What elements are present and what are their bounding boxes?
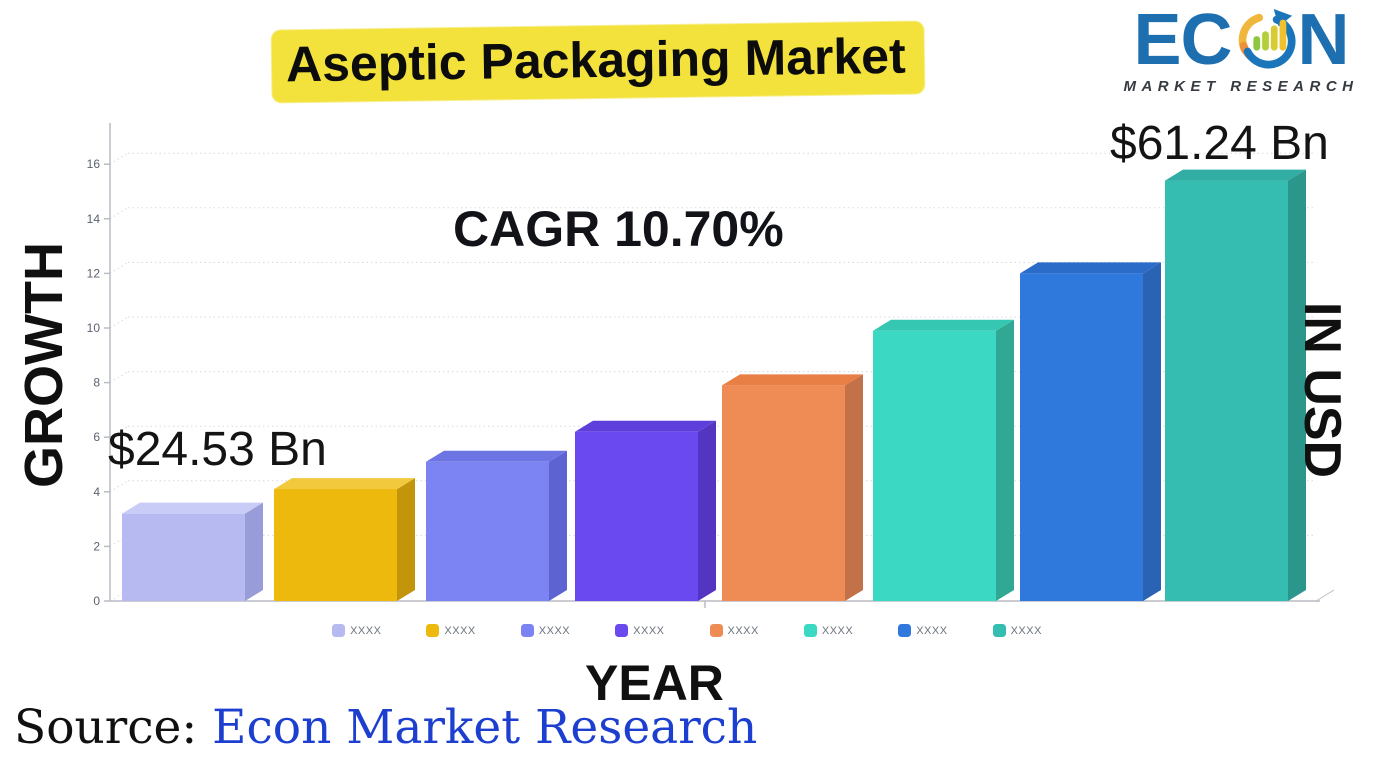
bar-front-face [575, 431, 698, 601]
y-axis-title: GROWTH [14, 242, 74, 488]
bar-top-face [722, 374, 863, 386]
y-tick-label: 2 [93, 539, 100, 553]
bar-side-face [1288, 169, 1306, 601]
bar-front-face [1165, 180, 1288, 601]
legend-label: XXXX [633, 624, 665, 637]
logo-wordmark: EC N [1112, 4, 1370, 76]
y-tick-label: 10 [87, 321, 101, 335]
bar-top-face [1020, 262, 1161, 274]
gridline-depth [109, 261, 129, 274]
start-value-annotation: $24.53 Bn [108, 423, 327, 476]
bar-side-face [698, 420, 716, 601]
legend-swatch [332, 624, 346, 637]
bar-3 [426, 450, 567, 601]
bar-side-face [996, 319, 1014, 601]
legend-label: XXXX [916, 624, 948, 637]
legend-item-2[interactable]: XXXX [426, 624, 475, 637]
legend-swatch [803, 624, 817, 637]
bar-side-face [397, 478, 415, 601]
logo-text-n: N [1297, 0, 1350, 80]
bar-front-face [122, 513, 245, 601]
bar-7 [1020, 262, 1161, 601]
bar-front-face [722, 385, 845, 601]
gridline-depth [109, 371, 129, 384]
legend-swatch [615, 624, 629, 637]
bar-5 [722, 374, 863, 601]
legend-item-8[interactable]: XXXX [992, 624, 1042, 637]
bar-4 [575, 420, 716, 601]
legend-swatch [898, 624, 912, 637]
legend-item-4[interactable]: XXXX [615, 624, 664, 637]
legend-label: XXXX [821, 624, 854, 637]
cagr-annotation: CAGR 10.70% [453, 201, 784, 257]
legend-label: XXXX [727, 624, 759, 637]
bar-top-face [426, 450, 567, 462]
page-title: Aseptic Packaging Market [285, 27, 907, 93]
bar-top-face [873, 319, 1014, 331]
legend-label: XXXX [350, 624, 382, 637]
bar-2 [274, 478, 415, 601]
source-link[interactable]: Econ Market Research [212, 700, 758, 755]
floor-edge [1315, 589, 1335, 602]
legend-item-6[interactable]: XXXX [803, 624, 854, 637]
bar-side-face [1143, 262, 1161, 601]
x-axis-title: YEAR [585, 655, 724, 711]
y-tick-label: 12 [87, 266, 101, 280]
bar-side-face [845, 374, 863, 601]
end-value-annotation: $61.24 Bn [1110, 117, 1329, 170]
source-line: Source: Econ Market Research [14, 700, 757, 755]
bar-front-face [426, 461, 549, 601]
legend-label: XXXX [444, 624, 476, 637]
legend-item-3[interactable]: XXXX [520, 624, 571, 637]
bar-side-face [245, 502, 263, 601]
legend-swatch [992, 624, 1006, 637]
y-tick-label: 4 [93, 485, 100, 499]
y-tick-label: 16 [87, 157, 101, 171]
bar-6 [873, 319, 1014, 601]
bar-1 [122, 502, 263, 601]
legend-swatch [520, 624, 534, 637]
bar-8 [1165, 169, 1306, 601]
gridline-depth [109, 152, 129, 165]
logo-tagline: MARKET RESEARCH [1123, 78, 1359, 95]
y-tick-label: 8 [93, 376, 100, 390]
y-tick-label: 0 [93, 594, 100, 608]
growth-bars-arrow-icon [1238, 8, 1296, 69]
logo: EC N MARKET RESEARCH [1112, 4, 1370, 95]
legend-swatch [426, 624, 440, 637]
y-tick-label: 14 [87, 212, 101, 226]
source-label: Source: [14, 700, 198, 755]
gridline-depth [109, 316, 129, 329]
bar-top-face [122, 502, 263, 514]
legend-swatch [709, 624, 723, 637]
bar-front-face [873, 330, 996, 601]
logo-text-ec: EC [1133, 0, 1232, 80]
legend-item-5[interactable]: XXXX [709, 624, 759, 637]
bar-top-face [1165, 169, 1306, 181]
legend-item-1[interactable]: XXXX [332, 624, 381, 637]
gridline-depth [109, 207, 129, 220]
bar-top-face [274, 478, 415, 490]
bar-top-face [575, 420, 716, 432]
bar-front-face [274, 489, 397, 601]
legend-label: XXXX [538, 624, 571, 637]
bar-front-face [1020, 273, 1143, 601]
legend-item-7[interactable]: XXXX [898, 624, 947, 637]
page-title-highlight: Aseptic Packaging Market [271, 21, 925, 103]
gridline-depth [109, 480, 129, 493]
legend-label: XXXX [1010, 624, 1042, 637]
legend: XXXX XXXX XXXX XXXX XXXX XXXX XXXX XXXX [0, 624, 1374, 637]
right-axis-title: IN USD [1293, 301, 1351, 479]
y-tick-label: 6 [93, 430, 100, 444]
bar-side-face [549, 450, 567, 601]
